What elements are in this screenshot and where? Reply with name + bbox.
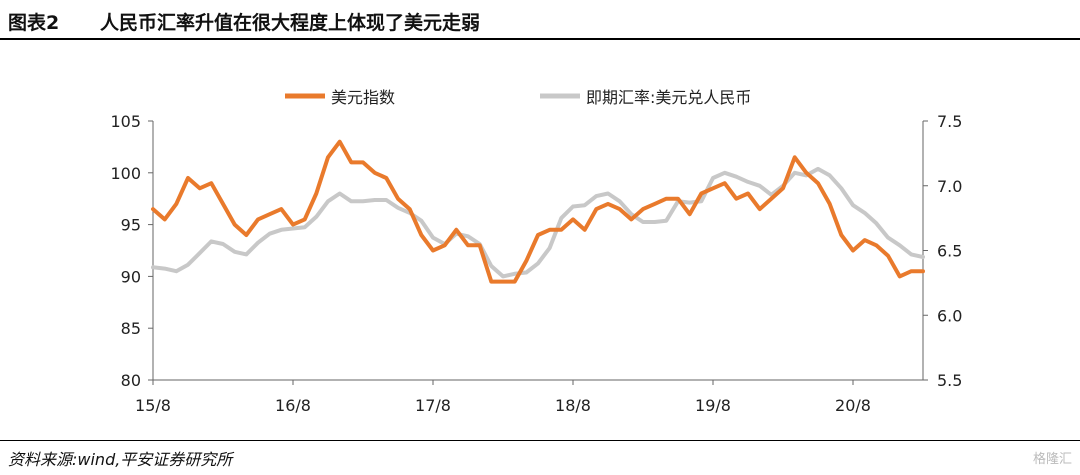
- footer-rule: [0, 440, 1080, 441]
- source-note: 资料来源:wind,平安证券研究所: [8, 450, 233, 469]
- figure-title: 人民币汇率升值在很大程度上体现了美元走弱: [100, 12, 481, 34]
- y-left-tick-label: 105: [110, 112, 141, 131]
- legend-usd-index-label: 美元指数: [331, 88, 395, 107]
- watermark: 格隆汇: [1032, 452, 1072, 467]
- y-left-tick-label: 100: [110, 164, 141, 183]
- y-right-tick-label: 5.5: [937, 371, 962, 390]
- line-chart: 80 85 90 95 100 105 5.5 6.0 6.5 7.0 7.5 15/8 16/8 17/…: [110, 88, 962, 415]
- y-right-tick-label: 6.0: [937, 306, 962, 325]
- x-tick-label: 16/8: [275, 396, 311, 415]
- x-tick-label: 18/8: [555, 396, 591, 415]
- y-left-tick-label: 90: [121, 267, 141, 286]
- header-rule: [0, 38, 1080, 40]
- y-right-tick-label: 6.5: [937, 242, 962, 261]
- figure-label: 图表2: [8, 12, 60, 34]
- y-right-tick-label: 7.5: [937, 112, 962, 131]
- x-tick-label: 20/8: [835, 396, 871, 415]
- x-tick-label: 17/8: [415, 396, 451, 415]
- y-right-tick-label: 7.0: [937, 177, 962, 196]
- x-tick-label: 19/8: [695, 396, 731, 415]
- y-left-tick-label: 80: [121, 371, 141, 390]
- y-left-tick-label: 85: [121, 319, 141, 338]
- x-tick-label: 15/8: [135, 396, 171, 415]
- legend-usdcny-label: 即期汇率:美元兑人民币: [586, 88, 751, 107]
- figure-header: 图表2 人民币汇率升值在很大程度上体现了美元走弱: [0, 0, 1080, 40]
- y-left-tick-label: 95: [121, 216, 141, 235]
- usd-index-line: [151, 139, 925, 284]
- usdcny-line: [151, 166, 925, 279]
